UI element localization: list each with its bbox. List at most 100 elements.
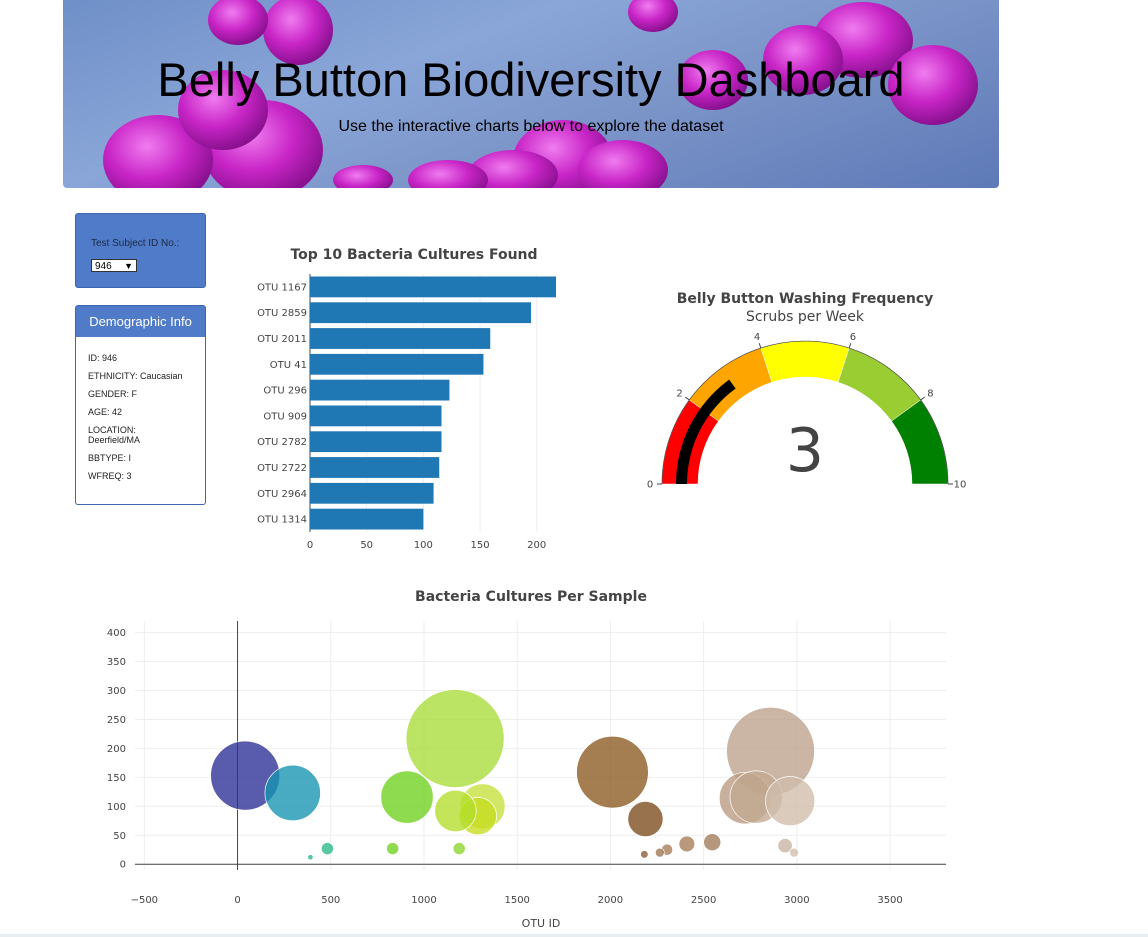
header-banner: Belly Button Biodiversity Dashboard Use …: [63, 0, 999, 188]
bubble-point: [678, 835, 696, 853]
bubble-x-tick-label: 1500: [504, 895, 529, 906]
subject-id-select[interactable]: 946 ▼: [91, 259, 137, 272]
bubble-point: [777, 838, 793, 854]
bar-x-tick-label: 200: [527, 540, 546, 551]
bubble-point: [640, 850, 649, 859]
gauge-value-bar: [676, 379, 736, 484]
top10-bar-chart: Top 10 Bacteria Cultures Found 0 50 100 150 2…: [257, 247, 556, 551]
bubble-chart-title: Bacteria Cultures Per Sample: [415, 589, 647, 605]
gauge-step-2: [760, 340, 850, 383]
bar-category-label: OTU 1167: [257, 282, 307, 293]
bubble-point: [452, 842, 466, 856]
bubble-y-tick-label: 50: [113, 831, 126, 842]
bar-otu-2964: [310, 482, 434, 504]
bar-x-tick-label: 50: [360, 540, 373, 551]
bar-category-label: OTU 41: [270, 360, 307, 371]
bar-category-label: OTU 2859: [257, 308, 307, 319]
bubble-x-tick-label: 1000: [411, 895, 436, 906]
bubble-point: [627, 801, 664, 838]
bubble-y-tick-label: 0: [120, 860, 126, 871]
bar-otu-2782: [310, 431, 442, 453]
subject-selector-panel: Test Subject ID No.: 946 ▼: [75, 213, 206, 288]
bubble-point: [405, 689, 505, 788]
bubble-y-tick-label: 100: [107, 802, 126, 813]
bar-category-label: OTU 2722: [257, 463, 307, 474]
bubble-y-tick-label: 250: [107, 715, 126, 726]
bubble-point: [320, 842, 334, 856]
bar-otu-2011: [310, 328, 491, 349]
bubble-x-tick-label: 2000: [598, 895, 623, 906]
bubble-point: [434, 789, 477, 833]
chevron-down-icon: ▼: [124, 261, 133, 271]
bar-category-label: OTU 2782: [257, 437, 307, 448]
bubble-point: [307, 854, 314, 861]
gauge-tick-label: 10: [954, 480, 967, 491]
bar-category-label: OTU 2011: [257, 334, 307, 345]
bubble-y-tick-label: 400: [107, 628, 126, 639]
demo-wfreq: WFREQ: 3: [88, 471, 132, 481]
bubble-y-tick-label: 200: [107, 744, 126, 755]
gauge-tick: [758, 343, 762, 349]
bubble-x-tick-label: 500: [321, 895, 340, 906]
bar-otu-1167: [310, 276, 556, 298]
bar-category-label: OTU 909: [263, 411, 307, 422]
gauge-tick-label: 2: [676, 388, 682, 399]
bubble-x-axis-label: OTU ID: [522, 917, 561, 930]
subject-id-label: Test Subject ID No.:: [91, 238, 180, 249]
bar-otu-41: [310, 353, 484, 375]
bubble-y-tick-label: 150: [107, 773, 126, 784]
bubble-chart: Bacteria Cultures Per Sample 0 50 100 150 200…: [107, 589, 946, 930]
demographic-info-heading: Demographic Info: [76, 306, 205, 337]
gauge-border: [661, 340, 949, 485]
bubble-point: [654, 847, 665, 858]
bar-category-label: OTU 2964: [257, 489, 307, 500]
demo-bbtype: BBTYPE: I: [88, 453, 132, 463]
bar-otu-2722: [310, 457, 440, 478]
demographic-info-body: ID: 946 ETHNICITY: Caucasian GENDER: F A…: [76, 337, 205, 481]
gauge-tick: [920, 396, 926, 401]
bottom-divider: [0, 934, 1148, 937]
bar-category-label: OTU 1314: [257, 515, 307, 526]
bubble-point: [765, 776, 816, 827]
gauge-tick-label: 4: [754, 332, 760, 343]
page-subtitle: Use the interactive charts below to expl…: [338, 118, 724, 135]
bubble-point: [789, 847, 799, 858]
bar-x-tick-label: 0: [307, 540, 313, 551]
gauge-tick-label: 6: [850, 332, 856, 343]
gauge-title: Belly Button Washing Frequency: [677, 291, 934, 307]
bar-x-tick-label: 150: [470, 540, 489, 551]
bar-otu-1314: [310, 508, 424, 530]
gauge-tick: [848, 343, 852, 349]
demo-gender: GENDER: F: [88, 389, 138, 399]
bacteria-background-image: [103, 0, 978, 188]
demographic-info-panel: Demographic Info ID: 946 ETHNICITY: Cauc…: [75, 305, 206, 505]
washing-frequency-gauge: Belly Button Washing Frequency Scrubs per…: [647, 291, 967, 491]
bar-otu-2859: [310, 302, 532, 324]
bubble-x-tick-label: 3500: [877, 895, 902, 906]
page-title: Belly Button Biodiversity Dashboard: [157, 53, 905, 106]
demo-ethnicity: ETHNICITY: Caucasian: [88, 371, 183, 381]
bubble-point: [264, 764, 321, 822]
gauge-subtitle: Scrubs per Week: [746, 309, 865, 325]
gauge-value: 3: [786, 416, 824, 486]
bar-otu-909: [310, 405, 442, 427]
bubble-point: [386, 842, 400, 856]
bubble-point: [703, 833, 722, 852]
bar-otu-296: [310, 379, 450, 401]
demo-location: LOCATION: Deerfield/MA: [88, 425, 141, 445]
bubble-x-tick-label: 3000: [784, 895, 809, 906]
bar-x-tick-label: 100: [414, 540, 433, 551]
bar-chart-title: Top 10 Bacteria Cultures Found: [290, 247, 537, 263]
bubble-x-tick-label: 2500: [691, 895, 716, 906]
demo-age: AGE: 42: [88, 407, 123, 417]
bubble-x-tick-label: 0: [234, 895, 240, 906]
bar-category-label: OTU 296: [263, 386, 307, 397]
gauge-tick: [684, 396, 690, 401]
bubble-point: [380, 770, 434, 824]
demo-id: ID: 946: [88, 353, 118, 363]
bubble-y-tick-label: 300: [107, 686, 126, 697]
gauge-tick-label: 0: [647, 480, 653, 491]
subject-id-value: 946: [95, 261, 112, 272]
bubble-y-tick-label: 350: [107, 657, 126, 668]
bubble-point: [576, 735, 649, 809]
